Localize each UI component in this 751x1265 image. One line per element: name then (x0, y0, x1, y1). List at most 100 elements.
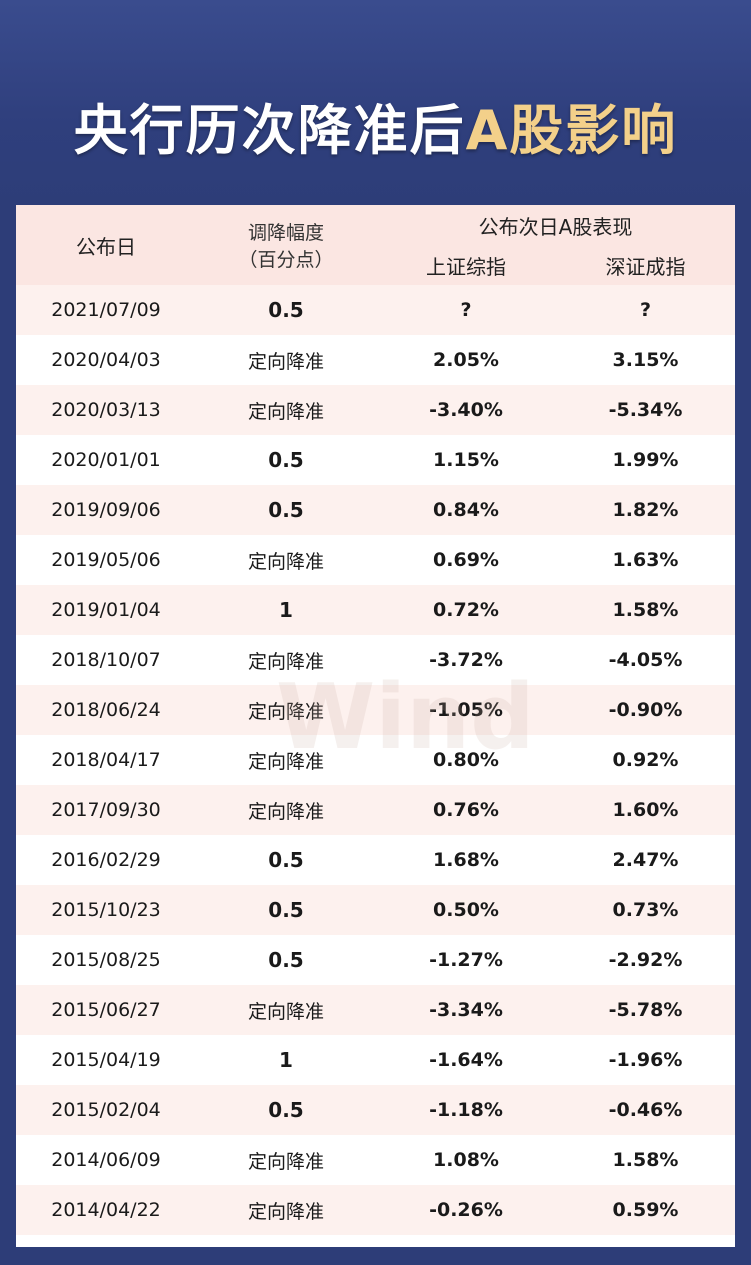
cell-sz-change: -0.90% (556, 685, 735, 735)
table-row: 2015/08/25 0.5 -1.27% -2.92% (16, 935, 735, 985)
table-row: 2015/10/23 0.5 0.50% 0.73% (16, 885, 735, 935)
cell-date: 2018/10/07 (51, 649, 161, 671)
header-next-day: 公布次日A股表现 (376, 205, 735, 245)
cell-cut: 0.5 (196, 885, 376, 935)
cell-cut: 定向降准 (247, 1150, 324, 1173)
cell-date: 2019/05/06 (51, 549, 161, 571)
cell-date: 2015/02/04 (16, 1085, 196, 1135)
cell-sh-change: -0.26% (376, 1185, 556, 1235)
cell-sz-change: 3.15% (612, 349, 679, 371)
table-row: 2014/06/09 定向降准 1.08% 1.58% (16, 1135, 735, 1185)
cell-sh-change: 0.50% (376, 885, 556, 935)
cell-date: 2014/06/09 (51, 1149, 161, 1171)
cell-date: 2018/04/17 (51, 749, 161, 771)
cell-sz-change: 1.99% (612, 449, 679, 471)
cell-sz-change: ? (556, 285, 735, 335)
cell-sh-change: -3.72% (429, 649, 503, 671)
cell-date: 2017/09/30 (16, 785, 196, 835)
cell-sz-change: -5.34% (556, 385, 735, 435)
cell-date: 2015/08/25 (51, 949, 161, 971)
cell-sh-change: 1.08% (433, 1149, 499, 1171)
cell-cut: 1 (279, 1048, 293, 1072)
cell-cut: 0.5 (268, 848, 304, 872)
cell-sh-change: -1.18% (376, 1085, 556, 1135)
cell-cut: 0.5 (268, 948, 304, 972)
cell-cut: 1 (196, 585, 376, 635)
cell-sh-change: 0.72% (376, 585, 556, 635)
cell-date: 2015/06/27 (16, 985, 196, 1035)
cell-cut: 定向降准 (196, 685, 376, 735)
cell-date: 2015/10/23 (16, 885, 196, 935)
cell-cut: 0.5 (268, 448, 304, 472)
cell-cut: 0.5 (196, 485, 376, 535)
header-sz-index: 深证成指 (556, 245, 735, 285)
table-row: 2016/02/29 0.5 1.68% 2.47% (16, 835, 735, 885)
cell-sh-change: -1.64% (429, 1049, 503, 1071)
cell-sz-change: 1.60% (556, 785, 735, 835)
cell-cut: 定向降准 (196, 785, 376, 835)
table-row: 2017/09/30 定向降准 0.76% 1.60% (16, 785, 735, 835)
rrr-cut-table: 公布日 调降幅度 （百分点） 公布次日A股表现 上证综指 深证成指 2021/0… (16, 205, 735, 1235)
header-date: 公布日 (16, 205, 196, 285)
cell-sh-change: -3.34% (376, 985, 556, 1035)
cell-sh-change: 0.76% (376, 785, 556, 835)
cell-cut: 定向降准 (247, 650, 324, 673)
table-row: 2018/10/07 定向降准 -3.72% -4.05% (16, 635, 735, 685)
table-row: 2018/04/17 定向降准 0.80% 0.92% (16, 735, 735, 785)
cell-sz-change: 1.58% (612, 1149, 679, 1171)
cell-sz-change: 0.73% (556, 885, 735, 935)
table-row: 2015/02/04 0.5 -1.18% -0.46% (16, 1085, 735, 1135)
cell-sz-change: 1.58% (556, 585, 735, 635)
cell-sh-change: ? (376, 285, 556, 335)
table-row: 2019/09/06 0.5 0.84% 1.82% (16, 485, 735, 535)
table-row: 2021/07/09 0.5?? (16, 285, 735, 335)
cell-date: 2015/04/19 (51, 1049, 161, 1071)
cell-cut: 定向降准 (196, 985, 376, 1035)
cell-sz-change: -5.78% (556, 985, 735, 1035)
cell-sh-change: 1.15% (433, 449, 499, 471)
cell-sh-change: -1.27% (429, 949, 503, 971)
cell-cut: 0.5 (196, 1085, 376, 1135)
header-cut: 调降幅度 （百分点） (196, 205, 376, 285)
cell-cut: 定向降准 (247, 550, 324, 573)
table-row: 2014/04/22 定向降准 -0.26% 0.59% (16, 1185, 735, 1235)
cell-date: 2016/02/29 (51, 849, 161, 871)
cell-date: 2014/04/22 (16, 1185, 196, 1235)
table-row: 2020/03/13 定向降准 -3.40% -5.34% (16, 385, 735, 435)
cell-cut: 定向降准 (247, 350, 324, 373)
cell-date: 2020/03/13 (16, 385, 196, 435)
cell-sz-change: 2.47% (612, 849, 679, 871)
cell-sz-change: -1.96% (608, 1049, 683, 1071)
title-accent: A股影响 (465, 99, 678, 162)
cell-sh-change: 1.68% (433, 849, 499, 871)
cell-cut: 定向降准 (196, 1185, 376, 1235)
header-cut-line2: （百分点） (238, 249, 334, 271)
cell-date: 2020/04/03 (51, 349, 161, 371)
cell-cut: 0.5 (196, 285, 376, 335)
header-cut-line1: 调降幅度 (247, 222, 324, 244)
cell-sz-change: -2.92% (608, 949, 683, 971)
table-row: 2018/06/24 定向降准 -1.05% -0.90% (16, 685, 735, 735)
cell-sz-change: 1.63% (612, 549, 679, 571)
cell-date: 2020/01/01 (51, 449, 161, 471)
table-row: 2020/01/01 0.5 1.15% 1.99% (16, 435, 735, 485)
table-row: 2019/01/04 1 0.72% 1.58% (16, 585, 735, 635)
cell-cut: 定向降准 (247, 750, 324, 773)
header-sh-index: 上证综指 (376, 245, 556, 285)
cell-sh-change: -1.05% (376, 685, 556, 735)
cell-sz-change: -4.05% (608, 649, 683, 671)
table-row: 2019/05/06 定向降准 0.69% 1.63% (16, 535, 735, 585)
title-main: 央行历次降准后 (73, 99, 466, 162)
cell-date: 2021/07/09 (16, 285, 196, 335)
cell-sz-change: 0.92% (612, 749, 679, 771)
cell-sz-change: -0.46% (556, 1085, 735, 1135)
cell-sz-change: 0.59% (556, 1185, 735, 1235)
cell-sh-change: 0.80% (433, 749, 499, 771)
cell-sh-change: 0.69% (433, 549, 499, 571)
table-row: 2020/04/03 定向降准 2.05% 3.15% (16, 335, 735, 385)
cell-sh-change: -3.40% (376, 385, 556, 435)
cell-sz-change: 1.82% (556, 485, 735, 535)
table-row: 2015/06/27 定向降准 -3.34% -5.78% (16, 985, 735, 1035)
cell-cut: 定向降准 (196, 385, 376, 435)
page-title: 央行历次降准后A股影响 (0, 86, 751, 165)
